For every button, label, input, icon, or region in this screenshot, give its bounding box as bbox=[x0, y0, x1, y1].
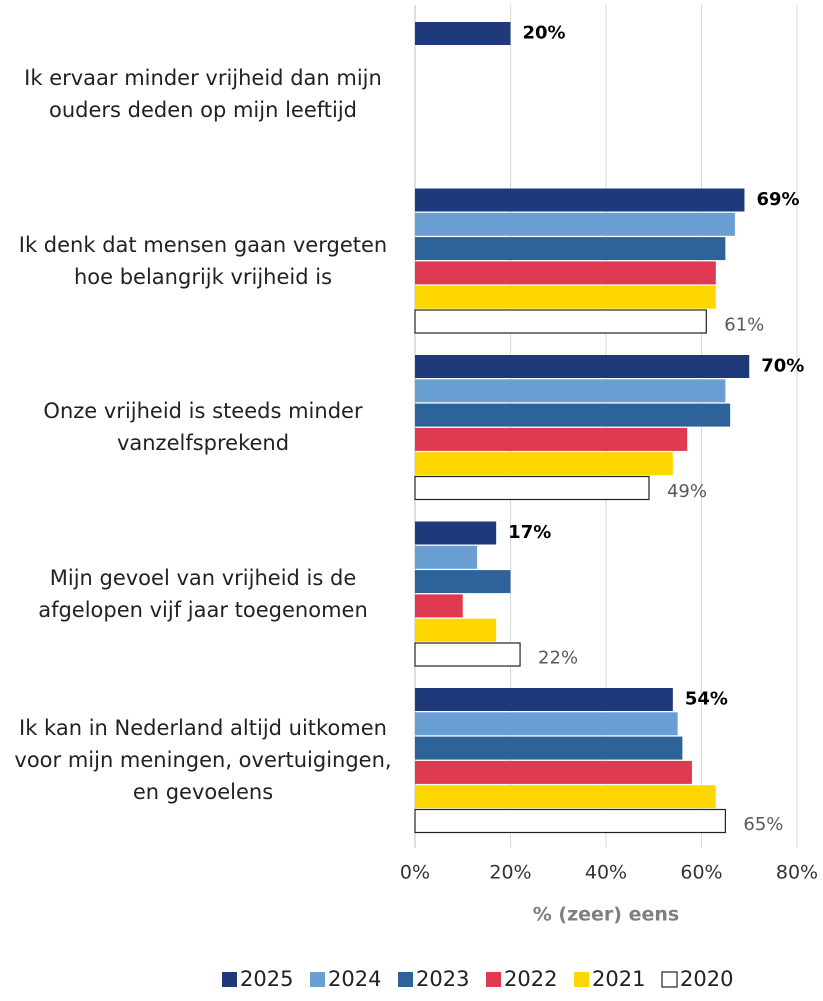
category-label: Ik kan in Nederland altijd uitkomen voor… bbox=[14, 716, 392, 805]
value-label: 22% bbox=[538, 648, 578, 669]
bar bbox=[415, 452, 673, 476]
bar bbox=[414, 475, 650, 501]
x-tick-label: 20% bbox=[489, 862, 531, 884]
x-tick-label: 80% bbox=[776, 862, 818, 884]
bar bbox=[415, 545, 478, 569]
legend-label: 2022 bbox=[504, 967, 557, 991]
bar bbox=[415, 285, 716, 309]
value-label: 17% bbox=[508, 522, 551, 543]
bar bbox=[415, 521, 497, 545]
value-label: 49% bbox=[667, 481, 707, 502]
bar bbox=[415, 736, 683, 760]
legend-label: 2023 bbox=[416, 967, 469, 991]
x-tick-label: 0% bbox=[400, 862, 430, 884]
bar bbox=[415, 355, 750, 378]
legend-swatch bbox=[661, 971, 678, 988]
bar bbox=[415, 712, 678, 736]
legend-label: 2020 bbox=[680, 967, 733, 991]
legend-swatch bbox=[398, 972, 413, 987]
value-label: 20% bbox=[523, 23, 566, 44]
bar bbox=[415, 22, 511, 45]
bar bbox=[415, 379, 726, 403]
bar bbox=[415, 212, 735, 236]
bar bbox=[415, 618, 497, 642]
bar bbox=[414, 808, 726, 834]
category-label: Mijn gevoel van vrijheid is de afgelopen… bbox=[38, 565, 368, 622]
value-label: 69% bbox=[756, 189, 799, 210]
bar bbox=[415, 688, 673, 711]
bar bbox=[415, 760, 692, 784]
x-tick-label: 40% bbox=[585, 862, 627, 884]
value-label: 54% bbox=[685, 689, 728, 710]
category-label: Ik ervaar minder vrijheid dan mijn ouder… bbox=[24, 66, 382, 123]
legend-swatch bbox=[574, 972, 589, 987]
x-tick-label: 60% bbox=[680, 862, 722, 884]
bar bbox=[414, 642, 521, 667]
bar bbox=[415, 237, 726, 261]
legend-label: 2024 bbox=[328, 967, 381, 991]
category-label: Ik denk dat mensen gaan vergeten hoe bel… bbox=[18, 232, 388, 289]
bar bbox=[415, 594, 463, 618]
bar bbox=[415, 785, 716, 809]
bar bbox=[415, 427, 688, 451]
legend-swatch bbox=[222, 972, 237, 987]
value-label: 61% bbox=[724, 315, 764, 336]
x-axis-label: % (zeer) eens bbox=[533, 904, 679, 926]
bar bbox=[415, 188, 745, 212]
legend-swatch bbox=[486, 972, 501, 987]
bar bbox=[414, 309, 707, 334]
legend-label: 2025 bbox=[240, 967, 293, 991]
bar bbox=[415, 403, 731, 427]
value-label: 65% bbox=[743, 814, 783, 835]
category-label: Onze vrijheid is steeds minder vanzelfsp… bbox=[43, 399, 363, 456]
bar bbox=[415, 261, 716, 285]
legend-swatch bbox=[310, 972, 325, 987]
legend-label: 2021 bbox=[592, 967, 645, 991]
value-label: 70% bbox=[761, 356, 804, 377]
bar bbox=[415, 570, 511, 594]
